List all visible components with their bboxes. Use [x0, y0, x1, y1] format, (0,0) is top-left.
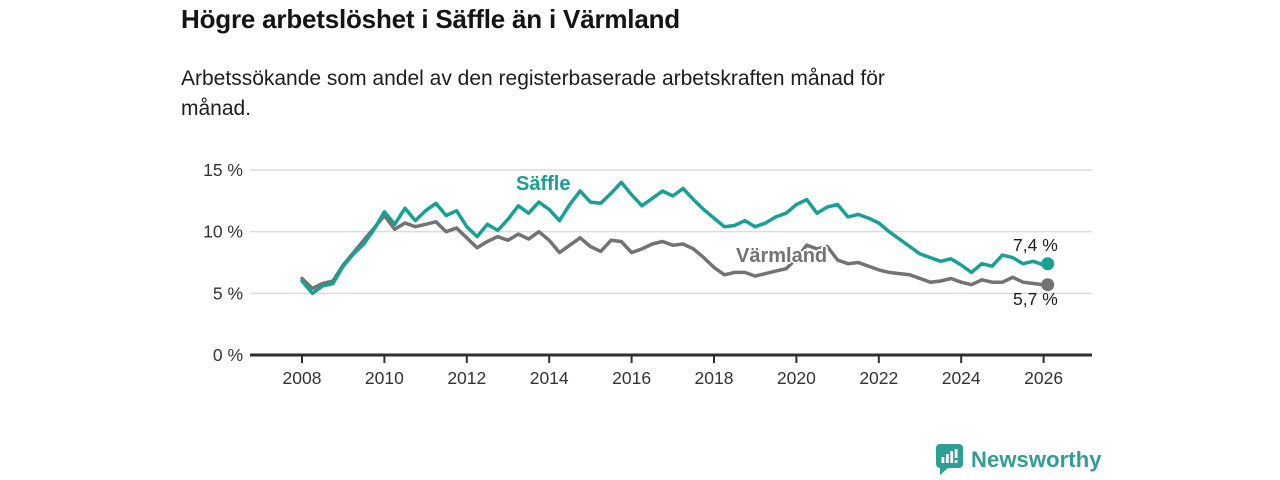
y-axis-tick-label: 15 % [203, 160, 243, 180]
x-axis-tick-label: 2026 [1024, 368, 1063, 388]
chart-subtitle: Arbetssökande som andel av den registerb… [181, 67, 885, 120]
x-axis-tick-label: 2016 [612, 368, 651, 388]
x-axis-tick-label: 2022 [859, 368, 898, 388]
x-axis-tick-label: 2010 [365, 368, 404, 388]
x-axis-tick-label: 2018 [695, 368, 734, 388]
newsworthy-bar-chart-icon [936, 444, 963, 475]
end-dot-säffle [1041, 257, 1055, 271]
end-dot-värmland [1041, 278, 1055, 292]
brand-name: Newsworthy [971, 446, 1102, 472]
series-label-varmland: Värmland [736, 245, 828, 267]
series-line-säffle [300, 180, 1050, 296]
x-axis-tick-label: 2014 [530, 368, 569, 388]
y-axis-tick-label: 0 % [213, 345, 243, 365]
x-axis-tick-label: 2024 [942, 368, 981, 388]
series-line-värmland [300, 213, 1050, 291]
end-value-label-saffle: 7,4 % [1013, 235, 1058, 255]
y-axis-tick-label: 5 % [213, 283, 243, 303]
end-value-label-varmland: 5,7 % [1013, 289, 1058, 309]
chart-title: Högre arbetslöshet i Säffle än i Värmlan… [181, 4, 680, 34]
y-axis-tick-label: 10 % [203, 222, 243, 242]
x-axis-tick-label: 2008 [283, 368, 322, 388]
newsworthy-logo: Newsworthy [936, 444, 1102, 475]
x-axis-tick-label: 2012 [447, 368, 486, 388]
x-axis-tick-label: 2020 [777, 368, 816, 388]
series-label-saffle: Säffle [516, 173, 571, 195]
